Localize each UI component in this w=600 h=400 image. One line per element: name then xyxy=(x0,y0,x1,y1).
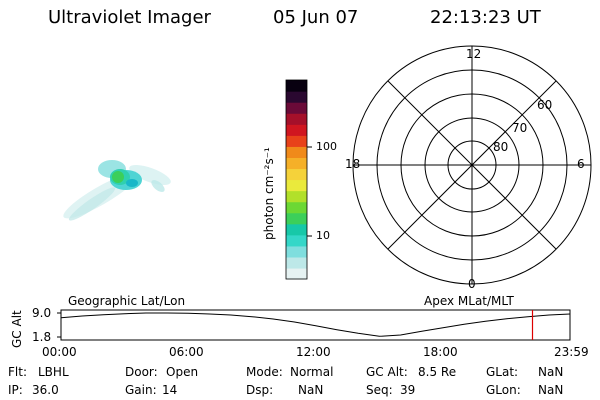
orbit-xtick-label-1800: 18:00 xyxy=(423,345,458,359)
polar-plot xyxy=(352,45,592,285)
colorbar-border xyxy=(285,79,308,280)
polar-mlt-6: 6 xyxy=(577,157,585,171)
info-dsp-value: NaN xyxy=(298,383,324,397)
time-label: 22:13:23 UT xyxy=(430,7,541,28)
info-seq-value: 39 xyxy=(400,383,416,397)
orbit-altitude-line xyxy=(60,312,571,337)
colorbar-segment xyxy=(286,267,307,280)
orbit-ytick-label-1-8: 1.8 xyxy=(32,330,52,344)
orbit-title-geographic: Geographic Lat/Lon xyxy=(68,294,186,308)
polar-mlt-18: 18 xyxy=(345,157,361,171)
colorbar-segment xyxy=(286,157,307,170)
auroral-image xyxy=(63,160,171,221)
info-glat-value: NaN xyxy=(538,365,564,379)
polar-axis-diagonal-2 xyxy=(387,80,557,250)
info-gcalt-value: 8.5 Re xyxy=(418,365,457,379)
info-glat-label: GLat: xyxy=(486,365,519,379)
info-mode-label: Mode: xyxy=(246,365,283,379)
orbit-plot-frame xyxy=(60,309,571,341)
app-title: Ultraviolet Imager xyxy=(48,7,211,28)
info-mode-value: Normal xyxy=(290,365,334,379)
colorbar-segment xyxy=(286,201,307,214)
polar-lat-80: 80 xyxy=(493,140,509,154)
orbit-title-apex: Apex MLat/MLT xyxy=(424,294,514,308)
info-gain-label: Gain: xyxy=(125,383,157,397)
info-flt-label: Flt: xyxy=(8,365,27,379)
colorbar-segment xyxy=(286,124,307,136)
info-flt-value: LBHL xyxy=(38,365,69,379)
orbit-xtick-label-0000: 00:00 xyxy=(42,345,77,359)
colorbar-segment xyxy=(286,190,307,203)
colorbar-segment xyxy=(286,179,307,192)
polar-mlt-12: 12 xyxy=(466,47,482,61)
colorbar xyxy=(285,79,308,280)
orbit-ylabel: GC Alt xyxy=(10,310,24,348)
colorbar-segment xyxy=(286,212,307,225)
colorbar-segment xyxy=(286,256,307,269)
colorbar-segment xyxy=(286,223,307,236)
info-ip-value: 36.0 xyxy=(32,383,59,397)
colorbar-segment xyxy=(286,146,307,158)
info-gcalt-label: GC Alt: xyxy=(366,365,408,379)
info-door-value: Open xyxy=(166,365,199,379)
date-label: 05 Jun 07 xyxy=(273,7,359,28)
orbit-xtick-label-0600: 06:00 xyxy=(169,345,204,359)
colorbar-segment xyxy=(286,234,307,247)
info-dsp-label: Dsp: xyxy=(246,383,274,397)
colorbar-segment xyxy=(286,168,307,181)
info-gain-value: 14 xyxy=(162,383,178,397)
orbit-ytick-label-9: 9.0 xyxy=(32,306,52,320)
orbit-xtick-label-1200: 12:00 xyxy=(296,345,331,359)
colorbar-segment xyxy=(286,113,307,125)
info-seq-label: Seq: xyxy=(366,383,393,397)
colorbar-segment xyxy=(286,135,307,147)
info-glon-label: GLon: xyxy=(486,383,521,397)
colorbar-label: photon cm⁻²s⁻¹ xyxy=(262,147,276,240)
colorbar-segment xyxy=(286,245,307,258)
orbit-xtick-label-2359: 23:59 xyxy=(554,345,589,359)
colorbar-tick-label-100: 100 xyxy=(316,140,337,153)
polar-lat-70: 70 xyxy=(512,121,528,135)
colorbar-segment xyxy=(286,102,307,114)
polar-mlt-0: 0 xyxy=(468,277,476,291)
info-ip-label: IP: xyxy=(8,383,23,397)
polar-lat-60: 60 xyxy=(537,98,553,112)
colorbar-segment xyxy=(286,80,307,92)
info-glon-value: NaN xyxy=(538,383,564,397)
colorbar-segment xyxy=(286,91,307,103)
colorbar-tick-label-10: 10 xyxy=(316,229,330,242)
info-door-label: Door: xyxy=(125,365,158,379)
